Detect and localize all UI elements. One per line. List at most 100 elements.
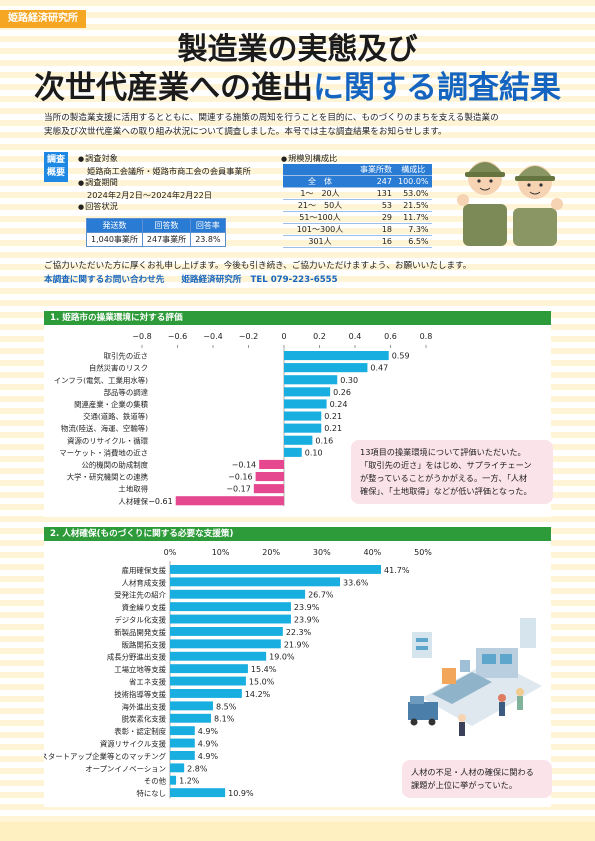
data-label: 0.16 <box>315 436 333 445</box>
category-label: インフラ(電気、工業用水等) <box>54 376 148 385</box>
category-label: 受発注先の紹介 <box>114 591 166 600</box>
contact-tel: TEL 079-223-6555 <box>250 275 338 285</box>
data-label: 2.8% <box>187 764 208 773</box>
table-row: 全 体 247 100.0% <box>283 175 432 188</box>
data-label: −0.17 <box>226 485 251 494</box>
scale-cell: 7.3% <box>395 223 432 236</box>
data-label: 0.24 <box>330 400 348 409</box>
thanks-text: ご協力いただいた方に厚くお礼申し上げます。今後も引き続き、ご協力いただけますよう… <box>44 261 472 271</box>
worker-right <box>513 165 563 246</box>
table-row: 21〜 50人 53 21.5% <box>283 199 432 212</box>
category-label: マーケット・消費地の近さ <box>59 448 148 457</box>
x-tick-label: −0.6 <box>168 332 187 341</box>
x-tick-label: 20% <box>262 548 280 557</box>
data-label: 0.47 <box>370 364 388 373</box>
data-label: 0.26 <box>333 388 351 397</box>
bar <box>259 459 284 469</box>
target-value: 姫路商工会議所・姫路市商工会の会員事業所 <box>87 165 251 176</box>
category-label: 資源リサイクル支援 <box>100 740 167 749</box>
data-label: 4.9% <box>198 740 219 749</box>
x-tick-label: 30% <box>313 548 331 557</box>
category-label: 特になし <box>136 789 166 798</box>
bar <box>170 775 177 785</box>
bar <box>170 689 242 698</box>
bar <box>284 375 338 385</box>
bar <box>170 627 283 636</box>
scale-cell: 21.5% <box>395 199 432 212</box>
data-label: 21.9% <box>284 640 310 649</box>
section2-callout: 人材の不足・人材の確保に関わる 課題が上位に挙がっていた。 <box>402 760 552 798</box>
bar <box>170 565 382 574</box>
overview-tag: 調査概要 <box>44 152 68 182</box>
category-label: 販路開拓支援 <box>122 640 167 649</box>
worker-left <box>457 161 507 246</box>
title-line2-part1: 次世代産業への進出 <box>34 70 313 106</box>
scale-cell: 51〜100人 <box>283 211 357 224</box>
intro-line1: 当所の製造業支援に活用するとともに、関連する施策の周知を行うことを目的に、ものづ… <box>44 113 499 123</box>
data-label: 15.0% <box>249 678 275 687</box>
target-label: 調査対象 <box>78 153 251 166</box>
callout1-line: が整っていることがうかがえる。一方、「人材 <box>360 473 528 483</box>
bar <box>170 738 195 748</box>
category-label: 公的機関の助成制度 <box>81 461 148 470</box>
factory-illustration <box>408 618 542 736</box>
scale-cell: 29 <box>357 211 395 224</box>
table-row: 1〜 20人 131 53.0% <box>283 187 432 200</box>
category-label: 取引先の近さ <box>104 352 148 361</box>
bar <box>255 472 284 482</box>
chart2-svg: 0% 10% 20% 30% 40% 50% 雇用確保支援 41.7% 人材育成支援 33.6% 受… <box>40 548 432 799</box>
bar <box>284 399 327 409</box>
response-header: 回答数 <box>141 218 192 233</box>
category-label: オープンイノベーション <box>85 764 166 773</box>
bar <box>284 423 322 433</box>
bar <box>284 411 322 421</box>
x-tick-label: 50% <box>414 548 432 557</box>
response-header: 回答率 <box>190 218 226 233</box>
bar <box>170 651 267 661</box>
category-label: 人材確保 <box>118 497 148 506</box>
category-label: 交通(道路、鉄道等) <box>83 412 148 421</box>
callout2-line: 課題が上位に挙がっていた。 <box>411 780 518 790</box>
data-label: 23.9% <box>294 616 320 625</box>
x-tick-label: 10% <box>212 548 230 557</box>
category-label: 関連産業・企業の集積 <box>74 400 149 409</box>
category-label: 土地取得 <box>118 485 148 494</box>
scale-cell: 53 <box>357 199 395 212</box>
data-label: 19.0% <box>269 653 295 662</box>
bar <box>284 387 331 397</box>
table-row: 51〜100人 29 11.7% <box>283 211 432 224</box>
bar <box>170 589 306 599</box>
bar <box>170 726 195 736</box>
data-label: 14.2% <box>245 690 271 699</box>
response-header: 発送数 <box>86 218 143 233</box>
x-tick-label: 0.6 <box>384 332 397 341</box>
x-tick-label: 0.2 <box>313 332 326 341</box>
x-tick-label: 0% <box>164 548 177 557</box>
section1-callout: 13項目の操業環境について評価いただいた。 「取引先の近さ」をはじめ、サプライチ… <box>351 440 553 504</box>
category-label: 資源のリサイクル・循環 <box>67 436 149 445</box>
scale-cell: 1〜 20人 <box>283 187 357 200</box>
callout1-line: 確保」、「土地取得」などが低い評価となった。 <box>360 486 532 496</box>
contact-label: 本調査に関するお問い合わせ先 <box>44 275 165 285</box>
x-tick-label: −0.8 <box>132 332 151 341</box>
table-row: 101〜300人 18 7.3% <box>283 223 432 236</box>
scale-cell: 16 <box>357 235 395 248</box>
scale-cell: 53.0% <box>395 187 432 200</box>
data-label: 8.1% <box>214 715 235 724</box>
bar <box>170 713 211 723</box>
intro-line2: 実態及び次世代産業への取り組み状況について調査しました。本号では主な調査結果をお… <box>44 127 447 137</box>
category-label: 大学・研究機関との連携 <box>67 473 148 482</box>
scale-cell: 18 <box>357 223 395 236</box>
scale-cell: 301人 <box>283 235 357 248</box>
category-label: 技術指導等支援 <box>114 690 166 699</box>
response-table: 発送数 回答数 回答率 1,040事業所 247事業所 23.8% <box>86 218 226 247</box>
response-cell: 1,040事業所 <box>86 232 143 247</box>
x-tick-label: −0.4 <box>203 332 222 341</box>
bar <box>170 577 341 587</box>
period-label: 調査期間 <box>78 177 251 190</box>
data-label: −0.61 <box>148 497 173 506</box>
data-label: 10.9% <box>228 789 254 798</box>
title-line2-part2: に関する調査結果 <box>313 70 561 106</box>
scale-cell: 100.0% <box>395 175 432 188</box>
data-label: 0.21 <box>324 412 342 421</box>
